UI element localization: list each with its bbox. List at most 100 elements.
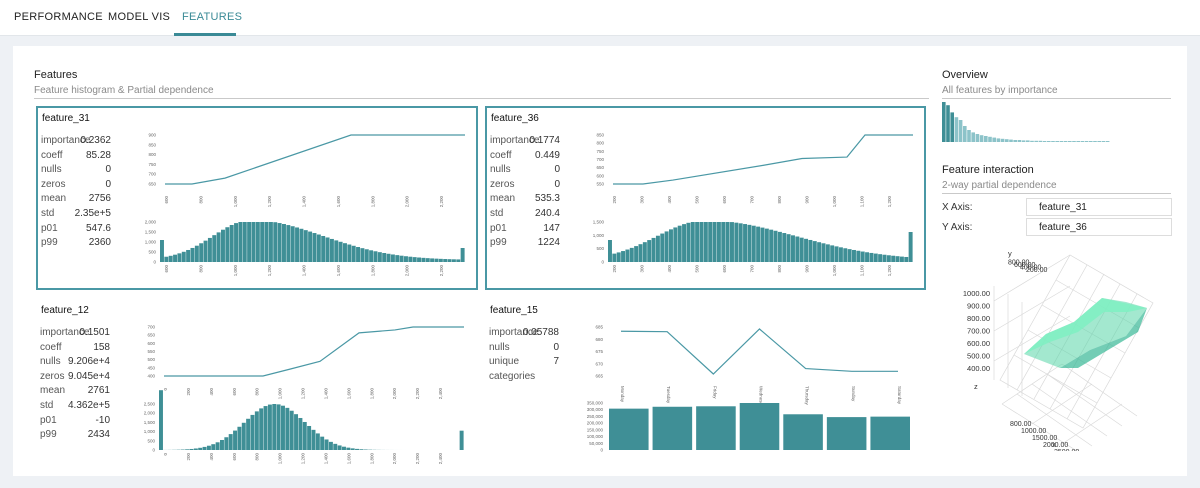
x-tick-label: 2500.00 [1054, 449, 1079, 451]
pd-x-tick-label: 600 [164, 196, 169, 204]
hist-bar [373, 251, 378, 262]
overview-bar[interactable] [996, 138, 1001, 142]
feature-card[interactable]: feature_36 importance 0.1774 coeff 0.449 null… [485, 106, 926, 290]
overview-bar[interactable] [946, 105, 950, 142]
overview-bar[interactable] [942, 102, 946, 142]
y-axis-select[interactable]: feature_36 [1026, 218, 1172, 236]
overview-bar[interactable] [975, 134, 980, 142]
overview-bar[interactable] [992, 137, 996, 142]
overview-bar[interactable] [979, 135, 984, 142]
overview-bar[interactable] [984, 136, 988, 142]
feature-chart[interactable]: 850 800 750 700 650 600 550 200 300 400 500 600 700 8… [578, 112, 923, 288]
overview-bar[interactable] [963, 126, 967, 142]
hist-bar [189, 448, 194, 450]
hist-bar [399, 255, 404, 262]
overview-bar[interactable] [1084, 141, 1089, 142]
overview-bar[interactable] [1101, 141, 1106, 142]
overview-bar[interactable] [1026, 140, 1030, 142]
tab-performance[interactable]: PERFORMANCE [14, 11, 103, 23]
overview-bar[interactable] [1089, 141, 1093, 142]
hist-bar [821, 243, 826, 262]
tab-features[interactable]: FEATURES [182, 11, 243, 23]
hist-bar [878, 254, 883, 262]
stat-row: mean 535.3 [490, 193, 560, 208]
stat-label: p01 [41, 222, 58, 234]
hist-bar [708, 222, 713, 262]
hist-x-tick-label: 2,000 [405, 265, 410, 277]
pd-y-tick-label: 450 [147, 365, 155, 370]
tab-model-vis[interactable]: MODEL VIS [108, 11, 171, 23]
overview-bar[interactable] [1059, 141, 1064, 142]
overview-bar[interactable] [1093, 141, 1097, 142]
hist-bar [193, 448, 198, 450]
stat-value: 2761 [87, 385, 110, 397]
overview-bar[interactable] [954, 117, 959, 142]
overview-bar[interactable] [1034, 140, 1038, 142]
feature-card[interactable]: feature_31 importance 0.2362 coeff 85.28 null… [36, 106, 478, 290]
pd-x-tick-label: 600 [722, 196, 727, 204]
stat-label: p01 [40, 414, 57, 426]
hist-bar [716, 222, 721, 262]
overview-bar[interactable] [1068, 141, 1072, 142]
hist-bar [173, 254, 178, 262]
stat-label: mean [490, 193, 516, 205]
overview-bar[interactable] [1013, 140, 1017, 142]
hist-bar [343, 243, 347, 262]
overview-bar[interactable] [1009, 139, 1013, 142]
hist-x-tick-label: 200 [186, 453, 191, 461]
overview-bar[interactable] [1017, 140, 1022, 142]
stat-label: coeff [41, 149, 63, 161]
overview-bar[interactable] [1051, 141, 1055, 142]
overview-bar[interactable] [1105, 141, 1110, 142]
overview-bar[interactable] [1030, 140, 1034, 142]
hist-x-tick-label: 1,000 [233, 265, 238, 277]
hist-bar [734, 222, 739, 262]
feature-chart[interactable]: 700 650 600 550 500 450 400 0 200 400 600 800 1,000 1… [129, 304, 474, 466]
hist-y-tick-label: 1,000 [144, 429, 156, 434]
hist-y-tick-label: 500 [148, 250, 156, 255]
pd-y-tick-label: 750 [596, 149, 604, 154]
stat-row: categories [489, 371, 559, 386]
pd-x-tick-label: 1,200 [301, 388, 306, 400]
overview-importance-chart[interactable] [942, 100, 1171, 144]
overview-bar[interactable] [1000, 138, 1005, 142]
hist-bar [273, 222, 278, 262]
overview-bar[interactable] [958, 120, 963, 142]
hist-bar [347, 244, 352, 262]
feature-chart[interactable]: 900 850 800 750 700 650 600 800 1,000 1,200 1,400 1… [130, 112, 475, 288]
pd-x-tick-label: 1,100 [860, 196, 865, 208]
feature-chart[interactable]: 685 680 675 670 665 Monday Tuesday Friday Wednes… [577, 304, 922, 466]
feature-card[interactable]: feature_12 importance 0.1501 coeff 158 nulls 9… [36, 299, 478, 469]
overview-bar[interactable] [1097, 141, 1101, 142]
pd-x-tick-label: 800 [198, 196, 203, 204]
overview-bar[interactable] [1047, 141, 1051, 142]
x-axis-select[interactable]: feature_31 [1026, 198, 1172, 216]
overview-bar[interactable] [1042, 141, 1047, 142]
hist-bar [254, 411, 259, 450]
hist-bar [294, 414, 299, 450]
active-tab-indicator [174, 33, 236, 36]
overview-bar[interactable] [950, 112, 954, 142]
bar-y-tick-label: 300,000 [587, 407, 604, 412]
hist-bar [186, 249, 191, 262]
interaction-3d-plot[interactable]: 1000.00 900.00 800.00 700.00 600.00 500.00 400… [942, 246, 1171, 451]
pd-x-tick-label: 2,200 [439, 196, 444, 208]
overview-bar[interactable] [1080, 141, 1085, 142]
overview-title: Overview [942, 69, 988, 81]
feature-card[interactable]: feature_15 importance 0.05788 nulls 0 unique 7… [485, 299, 926, 469]
overview-bar[interactable] [967, 130, 971, 142]
overview-bar[interactable] [1072, 141, 1076, 142]
overview-bar[interactable] [1063, 141, 1068, 142]
overview-bar[interactable] [1055, 141, 1059, 142]
hist-bar [264, 222, 269, 262]
overview-bar[interactable] [1038, 140, 1043, 142]
feature-name: feature_36 [491, 113, 539, 124]
overview-bar[interactable] [988, 136, 992, 142]
overview-bar[interactable] [1076, 141, 1080, 142]
hist-bar [320, 436, 325, 450]
overview-bar[interactable] [1005, 139, 1009, 142]
hist-x-tick-label: 800 [777, 265, 782, 273]
overview-bar[interactable] [1021, 140, 1026, 142]
stat-label: mean [41, 193, 67, 205]
overview-bar[interactable] [971, 132, 975, 142]
